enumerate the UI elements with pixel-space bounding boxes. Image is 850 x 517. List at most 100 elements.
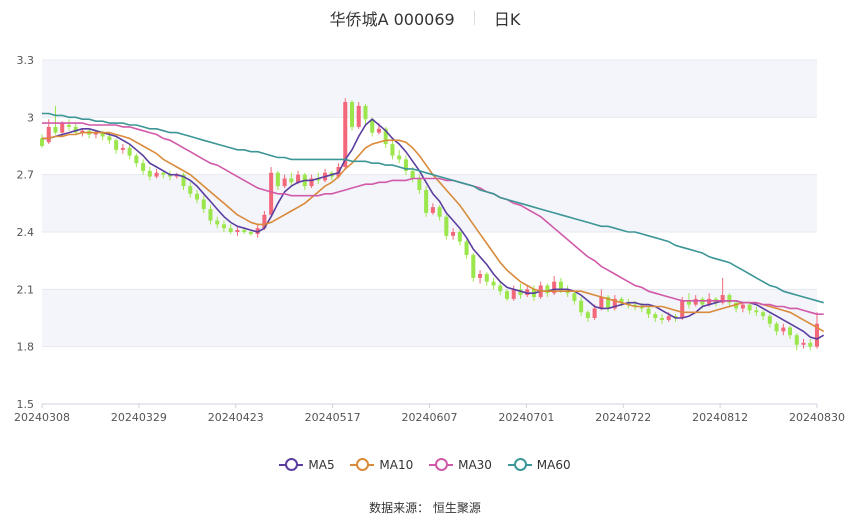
- x-tick-label: 20240308: [14, 411, 70, 424]
- candle: [579, 296, 584, 317]
- candle-body: [572, 293, 577, 301]
- candle: [552, 275, 557, 296]
- candle: [356, 102, 361, 129]
- candle: [73, 123, 78, 135]
- candle-body: [174, 174, 179, 177]
- legend-item-ma5[interactable]: MA5: [279, 458, 335, 472]
- candle-body: [653, 314, 658, 318]
- candle: [221, 220, 226, 232]
- legend-item-ma30[interactable]: MA30: [429, 458, 492, 472]
- candle-body: [147, 170, 152, 177]
- candle: [430, 203, 435, 215]
- candle-body: [154, 172, 159, 177]
- candle: [545, 283, 550, 297]
- candle: [734, 300, 739, 313]
- candle-body: [194, 193, 200, 200]
- candle-body: [120, 147, 125, 150]
- candle: [498, 281, 503, 296]
- candle: [484, 272, 489, 286]
- legend-item-ma10[interactable]: MA10: [350, 458, 413, 472]
- candle-body: [639, 306, 644, 309]
- ma10-swatch-dot: [356, 458, 370, 471]
- candle-body: [73, 126, 78, 133]
- candle: [134, 153, 139, 168]
- candle-body: [558, 281, 563, 290]
- candle-body: [720, 295, 725, 303]
- candle-body: [707, 298, 712, 305]
- candle: [478, 270, 483, 284]
- candle: [154, 168, 159, 179]
- ma-line-ma30: [42, 122, 824, 316]
- candle: [808, 339, 813, 351]
- candle-body: [248, 232, 253, 234]
- candle: [437, 205, 442, 221]
- candle: [201, 195, 206, 213]
- chart-header: 华侨城A 000069 日K: [0, 6, 850, 29]
- legend-item-ma60[interactable]: MA60: [507, 458, 571, 472]
- candle: [161, 170, 166, 179]
- candle: [585, 310, 590, 322]
- candle-body: [646, 308, 651, 315]
- x-tick-label: 20240830: [789, 411, 845, 424]
- y-tick-label: 2.1: [17, 283, 35, 296]
- candle-body: [700, 298, 705, 305]
- candle-body: [242, 230, 247, 232]
- candle-body: [666, 316, 671, 320]
- candle: [255, 224, 260, 238]
- candle: [504, 289, 510, 301]
- candle-body: [430, 207, 435, 213]
- candle-body: [39, 138, 45, 146]
- tab-daily-k[interactable]: 日K: [493, 10, 521, 29]
- candle: [774, 321, 779, 336]
- candle-body: [747, 304, 752, 311]
- candle-body: [93, 132, 98, 135]
- candle-body: [383, 128, 388, 145]
- x-tick-label: 20240607: [402, 411, 458, 424]
- candle-body: [46, 126, 51, 143]
- candle-body: [60, 123, 65, 133]
- candle-body: [673, 316, 678, 318]
- candle-body: [457, 232, 462, 242]
- candle-body: [491, 281, 496, 286]
- candle-body: [471, 254, 476, 278]
- candle-body: [107, 136, 112, 141]
- ma30-swatch: [429, 458, 454, 471]
- candle-body: [754, 310, 759, 313]
- candle-body: [761, 312, 766, 317]
- x-tick-label: 20240329: [111, 411, 167, 424]
- candle-body: [552, 281, 557, 294]
- candle-body: [141, 163, 146, 171]
- candle-body: [767, 316, 772, 324]
- source-name: 恒生聚源: [432, 501, 481, 515]
- candle-body: [282, 178, 287, 187]
- candle: [349, 100, 355, 131]
- candle: [814, 312, 820, 349]
- candle-body: [127, 147, 132, 156]
- candle: [188, 182, 193, 198]
- candle: [390, 140, 395, 160]
- candle-body: [161, 172, 166, 175]
- candle-body: [740, 304, 745, 309]
- candle-body: [417, 178, 422, 190]
- candle-body: [633, 304, 638, 307]
- candle: [127, 144, 132, 160]
- candle-body: [579, 300, 584, 313]
- candle: [491, 277, 496, 290]
- candle: [464, 239, 469, 259]
- candle-body: [794, 335, 799, 345]
- candle: [235, 226, 240, 236]
- chart-title: 华侨城A 000069: [329, 10, 455, 29]
- candle-body: [808, 342, 813, 347]
- candle: [444, 214, 449, 240]
- candle: [653, 312, 658, 322]
- candle-body: [208, 209, 213, 221]
- candle-body: [403, 159, 408, 171]
- ma10-swatch: [350, 458, 375, 471]
- candle-body: [343, 102, 348, 168]
- candle: [248, 230, 253, 236]
- candle-body: [437, 207, 442, 217]
- candle-body: [397, 155, 402, 160]
- candle: [626, 298, 631, 309]
- candle-body: [316, 178, 321, 181]
- candle-body: [255, 228, 260, 234]
